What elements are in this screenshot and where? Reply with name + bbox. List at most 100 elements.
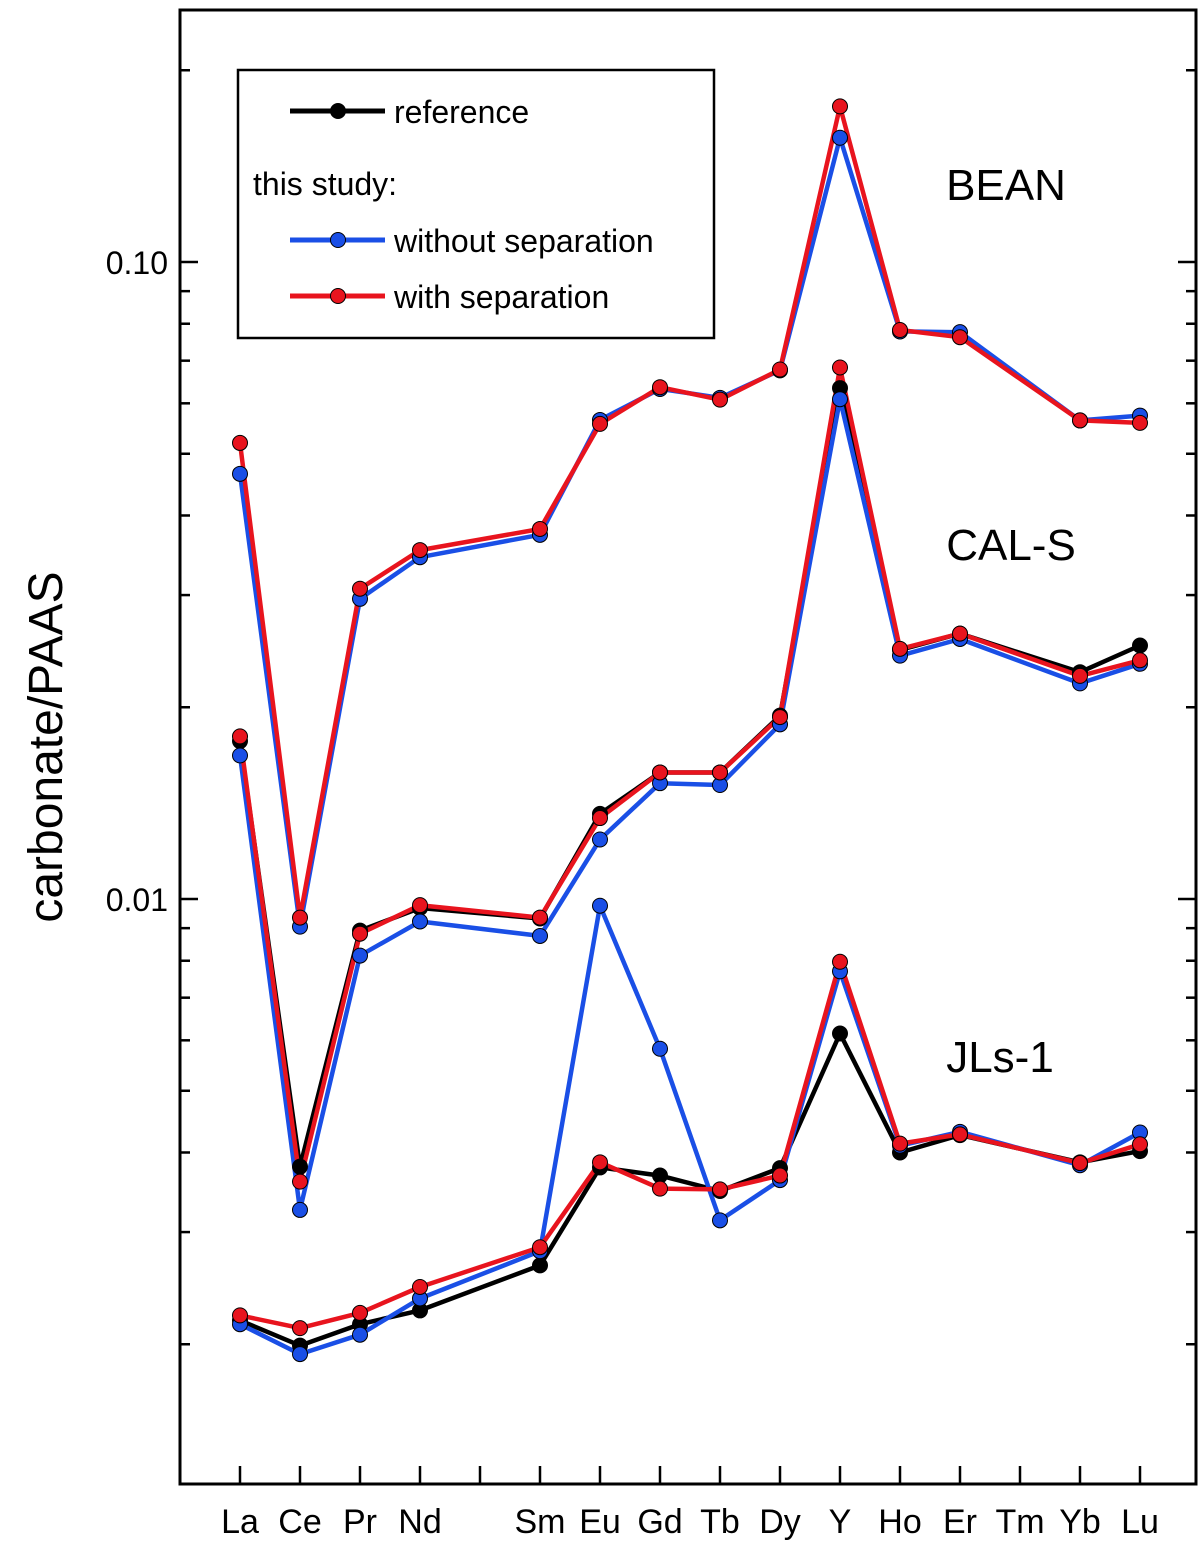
sample-bean [232, 98, 1148, 935]
data-point-with [892, 1135, 908, 1152]
data-point-with [352, 1304, 368, 1321]
y-tick-label: 0.01 [106, 882, 168, 918]
x-tick-label: Lu [1121, 1503, 1159, 1541]
data-point-without [292, 1346, 308, 1363]
data-point-reference [292, 1158, 308, 1175]
data-point-with [1072, 667, 1088, 684]
sample-cal-s [232, 359, 1148, 1218]
x-tick-label: Pr [343, 1503, 377, 1541]
x-tick-label: Nd [398, 1503, 441, 1541]
data-point-with [592, 1154, 608, 1171]
data-point-with [952, 329, 968, 346]
data-point-with [952, 625, 968, 642]
data-point-without [352, 1326, 368, 1343]
data-point-without [292, 1201, 308, 1218]
data-point-with [1072, 1155, 1088, 1172]
x-tick-label: Er [943, 1503, 977, 1541]
legend-with-marker [330, 288, 346, 304]
x-tick-label: Sm [515, 1503, 566, 1541]
series-line-with [237, 365, 1141, 1184]
data-point-with [832, 98, 848, 115]
x-tick-label: Yb [1059, 1503, 1101, 1541]
data-point-without [832, 129, 848, 146]
y-axis-label: carbonate/PAAS [20, 571, 73, 922]
data-point-with [652, 764, 668, 781]
data-point-with [652, 379, 668, 396]
legend-without-label: without separation [393, 223, 654, 259]
data-point-reference [832, 1025, 848, 1042]
data-point-without [232, 465, 248, 482]
data-point-with [592, 810, 608, 827]
data-point-with [532, 1239, 548, 1256]
data-point-with [532, 520, 548, 537]
data-point-with [1132, 414, 1148, 431]
x-tick-label: Gd [637, 1503, 682, 1541]
data-point-without [412, 913, 428, 930]
data-point-with [292, 1320, 308, 1337]
data-point-with [232, 728, 248, 745]
legend-without-marker [330, 232, 346, 248]
data-point-with [532, 909, 548, 926]
series-line-with [239, 959, 1141, 1331]
series-line-without [237, 396, 1141, 1213]
data-point-with [1132, 652, 1148, 669]
data-point-reference [532, 1257, 548, 1274]
data-point-with [1132, 1136, 1148, 1153]
series-group [232, 98, 1148, 1363]
x-tick-label: Dy [759, 1503, 801, 1541]
x-tick-label: Ce [278, 1503, 321, 1541]
data-point-with [292, 909, 308, 926]
data-point-with [232, 1307, 248, 1324]
data-point-with [832, 953, 848, 970]
data-point-without [652, 1040, 668, 1057]
data-point-with [832, 359, 848, 376]
data-point-with [352, 580, 368, 597]
data-point-without [532, 927, 548, 944]
legend-reference-marker [330, 103, 346, 119]
sample-label: BEAN [946, 161, 1066, 210]
series-line-with [237, 104, 1141, 920]
sample-label: CAL-S [946, 521, 1076, 570]
data-point-with [772, 709, 788, 726]
data-point-without [592, 897, 608, 914]
data-point-with [892, 322, 908, 339]
sample-labels: BEAN CAL-S JLs-1 [946, 161, 1076, 1082]
data-point-with [292, 1173, 308, 1190]
data-point-with [412, 542, 428, 559]
data-point-with [1072, 412, 1088, 429]
sample-label: JLs-1 [946, 1033, 1054, 1082]
data-point-with [772, 1167, 788, 1184]
data-point-with [652, 1180, 668, 1197]
x-tick-label: Tm [995, 1503, 1044, 1541]
axis-ticks [180, 68, 1196, 1484]
data-point-with [232, 434, 248, 451]
legend-group-title: this study: [253, 166, 397, 202]
legend: reference this study: without separation… [236, 68, 716, 340]
data-point-without [352, 947, 368, 964]
y-tick-label: 0.10 [106, 245, 168, 281]
data-point-with [352, 925, 368, 942]
data-point-with [892, 640, 908, 657]
x-tick-label: Ho [878, 1503, 921, 1541]
data-point-without [832, 391, 848, 408]
x-tick-label: Eu [579, 1503, 621, 1541]
data-point-with [592, 415, 608, 432]
sample-jls-1 [232, 897, 1148, 1363]
x-tick-label: Y [829, 1503, 852, 1541]
data-point-without [232, 747, 248, 764]
data-point-with [772, 361, 788, 378]
data-point-with [712, 391, 728, 408]
data-point-without [592, 831, 608, 848]
legend-with-label: with separation [393, 279, 609, 315]
x-tick-labels: La Ce Pr Nd Sm Eu Gd Tb Dy Y Ho Er Tm Yb Lu [221, 1503, 1159, 1541]
series-line-without [238, 903, 1142, 1357]
data-point-with [412, 1278, 428, 1295]
plot-frame [178, 8, 1198, 1486]
y-tick-labels: 0.10 0.01 [106, 245, 168, 918]
data-point-with [712, 764, 728, 781]
data-point-with [412, 897, 428, 914]
legend-box [236, 68, 716, 340]
x-tick-label: Tb [700, 1503, 740, 1541]
legend-reference-label: reference [394, 94, 529, 130]
